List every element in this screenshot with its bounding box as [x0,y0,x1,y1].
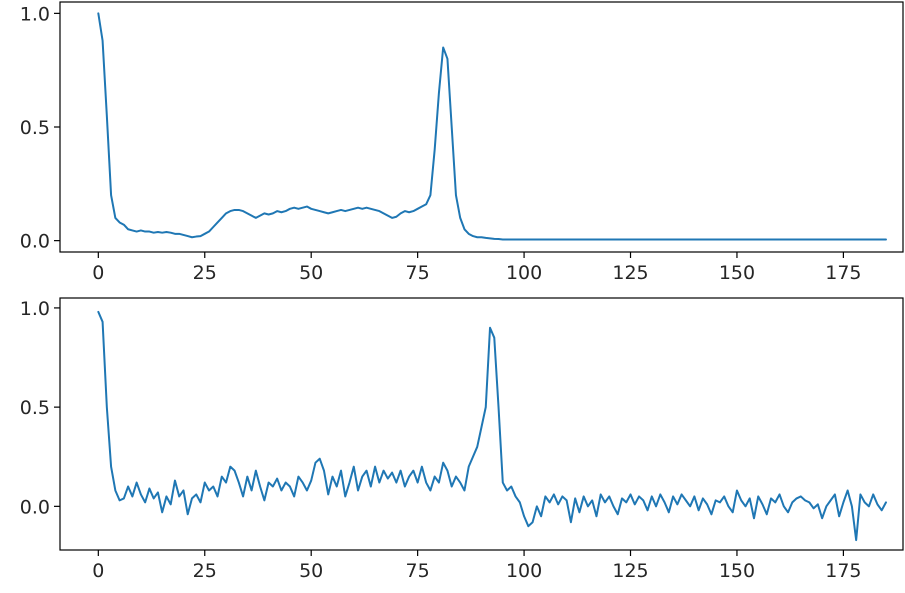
bottom-y-tick-label: 1.0 [20,298,50,320]
bottom-x-tick-label: 75 [406,560,430,582]
top-series-line [97,12,887,241]
bottom-x-tick-label: 175 [825,560,861,582]
top-y-tick-label: 0.0 [20,231,50,253]
bottom-series-line [97,310,887,542]
bottom-y-tick-label: 0.5 [20,397,50,419]
top-x-tick-label: 150 [719,262,755,284]
bottom-y-tick-label: 0.0 [20,496,50,518]
top-x-tick-label: 100 [506,262,542,284]
bottom-x-tick-label: 0 [92,560,104,582]
top-y-tick-label: 1.0 [20,3,50,25]
bottom-x-tick-label: 50 [299,560,323,582]
bottom-plot-panel: 0 25 50 75 100 125 150 175 0.0 0.5 1.0 [20,297,904,582]
top-y-tick-label: 0.5 [20,117,50,139]
top-x-tick-label: 125 [612,262,648,284]
top-x-tick-label: 50 [299,262,323,284]
top-x-tick-label: 25 [193,262,217,284]
bottom-x-tick-label: 100 [506,560,542,582]
top-plot-panel: 0 25 50 75 100 125 150 175 0.0 0.5 1.0 [20,1,904,284]
bottom-plot-frame [59,297,904,551]
top-plot-frame [59,1,904,253]
bottom-x-tick-label: 150 [719,560,755,582]
bottom-x-tick-label: 25 [193,560,217,582]
top-x-tick-label: 175 [825,262,861,284]
top-x-tick-label: 0 [92,262,104,284]
top-x-tick-label: 75 [406,262,430,284]
bottom-x-tick-label: 125 [612,560,648,582]
